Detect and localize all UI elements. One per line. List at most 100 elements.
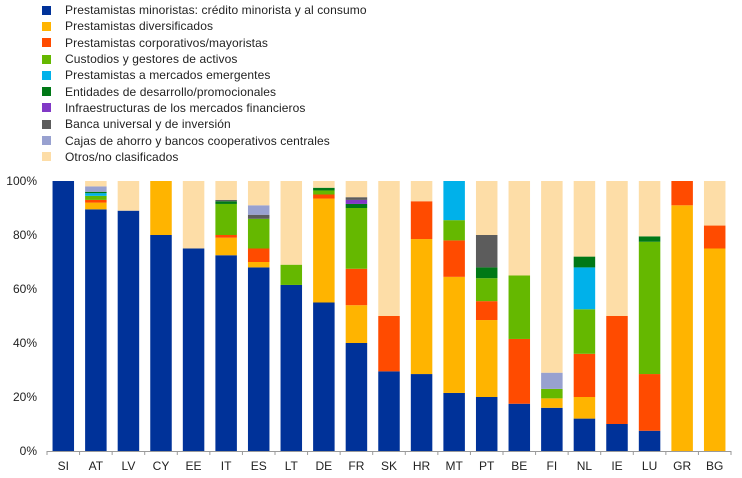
y-axis: 0% 20% 40% 60% 80% 100%	[6, 174, 37, 458]
legend-item: Cajas de ahorro y bancos cooperativos ce…	[42, 132, 367, 148]
legend-swatch	[42, 119, 51, 129]
bar-segment	[378, 316, 400, 372]
bar-segment	[345, 203, 368, 208]
legend-swatch	[42, 21, 51, 31]
legend-item: Prestamistas minoristas: crédito minoris…	[42, 2, 367, 18]
legend-item: Infraestructuras de los mercados financi…	[42, 100, 367, 116]
x-tick-label: LT	[285, 459, 299, 473]
legend-label: Prestamistas diversificados	[65, 19, 214, 34]
bars	[52, 181, 726, 451]
legend-label: Otros/no clasificados	[65, 149, 179, 164]
bar-segment	[313, 198, 335, 303]
x-axis: SI AT LV CY EE IT ES LT DE FR SK HR MT PT BE FI NL IE LU GR…	[46, 451, 732, 473]
bar-segment	[215, 255, 237, 451]
legend-swatch	[42, 152, 51, 162]
x-tick-label: DE	[316, 459, 333, 473]
bar-segment	[345, 197, 368, 200]
legend-swatch	[42, 103, 51, 113]
y-tick-label: 0%	[20, 444, 38, 458]
bar-segment	[703, 248, 726, 451]
legend-item: Prestamistas diversificados	[42, 18, 367, 34]
bar-segment	[703, 225, 726, 249]
bar-segment	[345, 181, 368, 198]
bar-segment	[410, 239, 433, 375]
bar-segment	[573, 397, 596, 419]
bar-segment	[215, 237, 237, 256]
legend-item: Prestamistas a mercados emergentes	[42, 67, 367, 83]
y-tick-label: 20%	[13, 390, 37, 404]
bar-segment	[638, 181, 661, 237]
bar-segment	[215, 235, 237, 238]
bar-segment	[475, 320, 498, 397]
bar-segment	[475, 235, 498, 268]
x-tick-label: BG	[706, 459, 723, 473]
x-tick-label: NL	[577, 459, 593, 473]
y-tick-label: 60%	[13, 282, 37, 296]
bar-segment	[247, 248, 270, 262]
bar-segment	[85, 191, 107, 194]
bar-segment	[443, 276, 465, 393]
chart-legend: Prestamistas minoristas: crédito minoris…	[42, 2, 367, 165]
bar-segment	[117, 181, 140, 211]
bar-segment	[247, 205, 270, 215]
y-tick-label: 40%	[13, 336, 37, 350]
bar-segment	[475, 267, 498, 279]
legend-label: Infraestructuras de los mercados financi…	[65, 100, 306, 115]
x-tick-label: LU	[642, 459, 657, 473]
bar-segment	[85, 186, 107, 192]
x-tick-label: SI	[58, 459, 69, 473]
x-tick-label: FR	[348, 459, 364, 473]
bar-segment	[52, 181, 75, 451]
legend-label: Entidades de desarrollo/promocionales	[65, 84, 277, 99]
bar-segment	[313, 194, 335, 199]
bar-segment	[443, 240, 465, 277]
bar-segment	[638, 241, 661, 375]
bar-segment	[247, 267, 270, 451]
bar-segment	[345, 208, 368, 269]
bar-segment	[573, 181, 596, 257]
bar-segment	[606, 316, 628, 424]
x-tick-label: FI	[547, 459, 558, 473]
bar-segment	[85, 209, 107, 451]
bar-segment	[85, 193, 107, 196]
legend-item: Custodios y gestores de activos	[42, 51, 367, 67]
bar-segment	[606, 424, 628, 451]
legend-swatch	[42, 87, 51, 97]
x-tick-label: IT	[221, 459, 232, 473]
bar-segment	[247, 218, 270, 249]
legend-item: Entidades de desarrollo/promocionales	[42, 83, 367, 99]
bar-segment	[573, 353, 596, 397]
bar-segment	[117, 210, 140, 451]
bar-segment	[150, 181, 172, 235]
x-tick-label: GR	[673, 459, 691, 473]
y-tick-label: 80%	[13, 228, 37, 242]
bar-segment	[247, 262, 270, 268]
bar-segment	[475, 397, 498, 451]
bar-segment	[541, 407, 563, 451]
y-tick-label: 100%	[6, 174, 37, 188]
bar-segment	[573, 267, 596, 310]
bar-segment	[345, 343, 368, 451]
bar-segment	[345, 268, 368, 306]
legend-label: Custodios y gestores de activos	[65, 52, 238, 67]
bar-segment	[508, 181, 531, 276]
x-tick-label: AT	[89, 459, 104, 473]
legend-label: Banca universal y de inversión	[65, 117, 231, 132]
legend-label: Cajas de ahorro y bancos cooperativos ce…	[65, 133, 330, 148]
bar-segment	[280, 181, 303, 265]
bar-segment	[410, 201, 433, 240]
bar-segment	[606, 181, 628, 316]
bar-segment	[215, 181, 237, 200]
bar-segment	[443, 220, 465, 241]
bar-segment	[280, 264, 303, 285]
x-tick-label: HR	[413, 459, 431, 473]
bar-segment	[638, 430, 661, 451]
bar-segment	[313, 181, 335, 188]
bar-segment	[508, 338, 531, 404]
bar-segment	[671, 205, 693, 451]
bar-segment	[638, 374, 661, 431]
x-tick-label: CY	[153, 459, 170, 473]
legend-item: Prestamistas corporativos/mayoristas	[42, 35, 367, 51]
bar-segment	[378, 371, 400, 451]
